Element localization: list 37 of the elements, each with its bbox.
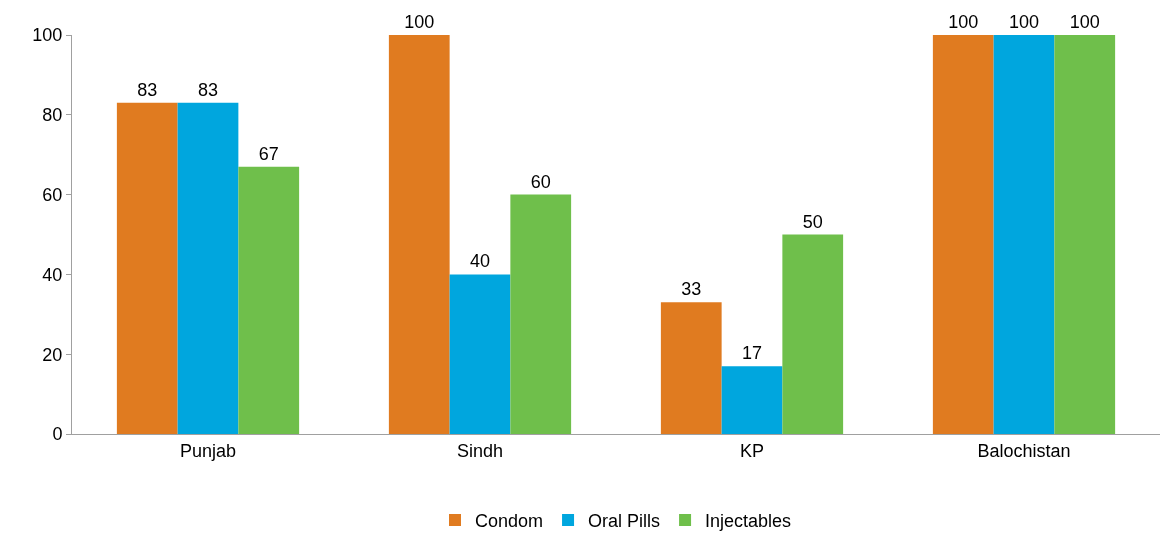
data-label: 83 bbox=[197, 79, 219, 100]
bar bbox=[449, 274, 511, 434]
bar bbox=[721, 366, 783, 434]
x-tick-label: KP bbox=[739, 440, 765, 461]
data-label: 60 bbox=[530, 171, 551, 192]
data-label: 40 bbox=[469, 251, 491, 272]
data-label: 100 bbox=[1008, 12, 1040, 32]
y-tick-label: 40 bbox=[42, 264, 63, 285]
bar bbox=[782, 234, 844, 434]
bar bbox=[177, 102, 239, 434]
legend-label: Oral Pills bbox=[588, 511, 661, 532]
data-label: 67 bbox=[258, 143, 279, 164]
legend-label: Condom bbox=[475, 511, 544, 532]
x-tick-label: Punjab bbox=[179, 440, 237, 461]
bar bbox=[116, 102, 178, 434]
data-label: 100 bbox=[948, 12, 979, 32]
bar bbox=[510, 194, 572, 434]
legend-label: Injectables bbox=[705, 511, 792, 532]
data-label: 33 bbox=[681, 279, 702, 300]
data-label: 17 bbox=[741, 343, 763, 364]
bar bbox=[388, 35, 450, 434]
data-label: 100 bbox=[1069, 12, 1100, 32]
bar bbox=[660, 302, 722, 434]
x-tick-label: Balochistan bbox=[977, 440, 1071, 461]
y-tick-label: 60 bbox=[42, 184, 63, 205]
y-tick-label: 80 bbox=[42, 105, 63, 126]
bar bbox=[238, 166, 300, 434]
bar bbox=[993, 35, 1055, 434]
data-label: 50 bbox=[802, 211, 823, 232]
data-label: 100 bbox=[404, 12, 435, 32]
bar bbox=[932, 35, 994, 434]
y-tick-label: 100 bbox=[32, 25, 63, 46]
x-tick-label: Sindh bbox=[456, 440, 504, 461]
y-tick-label: 20 bbox=[42, 344, 63, 365]
bar bbox=[1054, 35, 1116, 434]
data-label: 83 bbox=[137, 79, 158, 100]
y-tick-label: 0 bbox=[52, 424, 63, 445]
